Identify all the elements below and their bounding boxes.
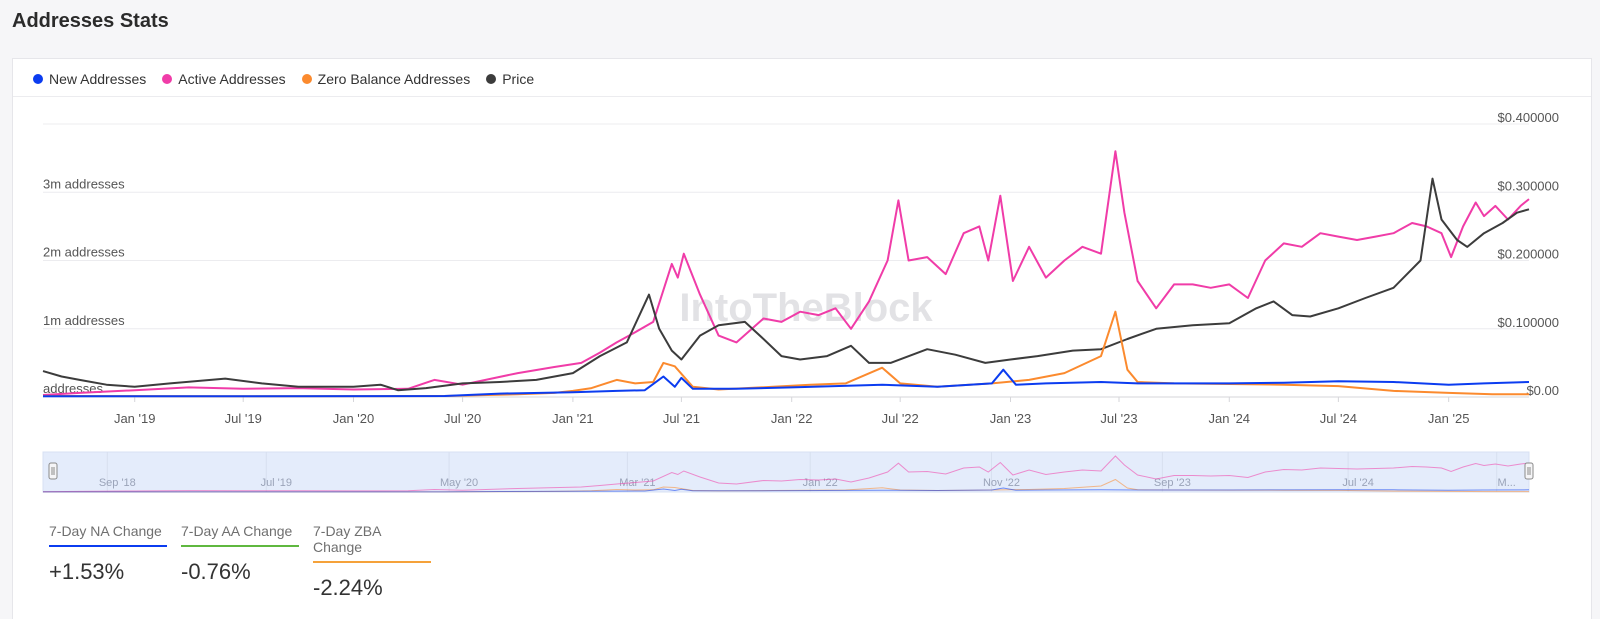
x-tick-label: Jan '21: [552, 411, 594, 426]
y-left-tick-label: 2m addresses: [43, 245, 125, 260]
stat-value: -0.76%: [181, 559, 251, 584]
stat-na-change: 7-Day NA Change +1.53%: [49, 523, 167, 601]
x-tick-label: Jul '21: [663, 411, 700, 426]
legend-dot-icon: [486, 74, 497, 84]
legend: New Addresses Active Addresses Zero Bala…: [33, 67, 534, 91]
navigator-right-handle[interactable]: [1524, 462, 1534, 480]
x-tick-label: Jul '23: [1100, 411, 1137, 426]
x-tick-label: Jan '24: [1209, 411, 1251, 426]
x-tick-label: Jan '19: [114, 411, 156, 426]
x-tick-label: Jan '22: [771, 411, 813, 426]
legend-item-active-addresses[interactable]: Active Addresses: [162, 71, 286, 87]
legend-dot-icon: [162, 74, 173, 84]
stat-aa-change: 7-Day AA Change -0.76%: [181, 523, 299, 601]
navigator-series-line: [43, 487, 1530, 493]
x-tick-label: Jul '20: [444, 411, 481, 426]
x-tick-label: Jan '23: [990, 411, 1032, 426]
navigator-label: Nov '22: [983, 477, 1020, 489]
series-line-new-addresses: [43, 368, 1530, 398]
stat-label: 7-Day AA Change: [181, 523, 293, 539]
legend-label: Active Addresses: [178, 71, 286, 87]
legend-label: New Addresses: [49, 71, 147, 87]
series-line-active-addresses: [42, 150, 1530, 396]
navigator-label: Sep '18: [99, 477, 136, 489]
navigator-label: May '20: [440, 477, 478, 489]
y-left-tick-label: 1m addresses: [43, 313, 125, 328]
stat-value: -2.24%: [313, 575, 383, 600]
page-title: Addresses Stats: [12, 10, 169, 32]
y-left-tick-label: 3m addresses: [43, 176, 125, 191]
x-tick-label: Jan '20: [333, 411, 375, 426]
legend-item-zero-balance-addresses[interactable]: Zero Balance Addresses: [301, 71, 471, 87]
stats-row: 7-Day NA Change +1.53% 7-Day AA Change -…: [49, 523, 431, 601]
navigator-label: Sep '23: [1154, 477, 1191, 489]
stat-zba-change: 7-Day ZBA Change -2.24%: [313, 523, 431, 601]
stat-label: 7-Day NA Change: [49, 523, 162, 539]
chart-card: New Addresses Active Addresses Zero Bala…: [12, 58, 1592, 619]
x-tick-label: Jan '25: [1428, 411, 1470, 426]
series-line-price: [42, 177, 1530, 392]
y-right-tick-label: $0.00: [1526, 383, 1559, 398]
navigator-label: Mar '21: [619, 477, 655, 489]
legend-label: Price: [502, 71, 535, 87]
stat-label: 7-Day ZBA Change: [313, 523, 381, 555]
stat-underline: [313, 561, 431, 563]
navigator-series-line: [42, 455, 1530, 493]
legend-item-price[interactable]: Price: [486, 71, 534, 87]
legend-item-new-addresses[interactable]: New Addresses: [33, 71, 146, 87]
navigator-selection: [42, 451, 1530, 493]
legend-dot-icon: [33, 74, 43, 84]
stat-underline: [181, 545, 299, 547]
y-right-tick-label: $0.400000: [1498, 110, 1559, 125]
legend-divider: [13, 96, 1591, 97]
x-tick-label: Jul '24: [1320, 411, 1357, 426]
legend-label: Zero Balance Addresses: [317, 71, 471, 87]
y-right-tick-label: $0.300000: [1498, 178, 1559, 193]
stat-underline: [49, 545, 167, 547]
y-right-tick-label: $0.200000: [1498, 247, 1559, 262]
legend-dot-icon: [301, 74, 312, 84]
navigator-left-handle[interactable]: [48, 462, 58, 480]
y-right-tick-label: $0.100000: [1498, 315, 1559, 330]
x-tick-label: Jul '19: [225, 411, 262, 426]
navigator-label: Jul '19: [261, 477, 292, 489]
series-line-zero-balance-addresses: [42, 310, 1529, 398]
stat-value: +1.53%: [49, 559, 125, 584]
x-tick-label: Jul '22: [882, 411, 919, 426]
navigator-label: M...: [1498, 477, 1516, 489]
watermark: IntoTheBlock: [679, 286, 933, 330]
navigator-label: Jul '24: [1342, 477, 1373, 489]
